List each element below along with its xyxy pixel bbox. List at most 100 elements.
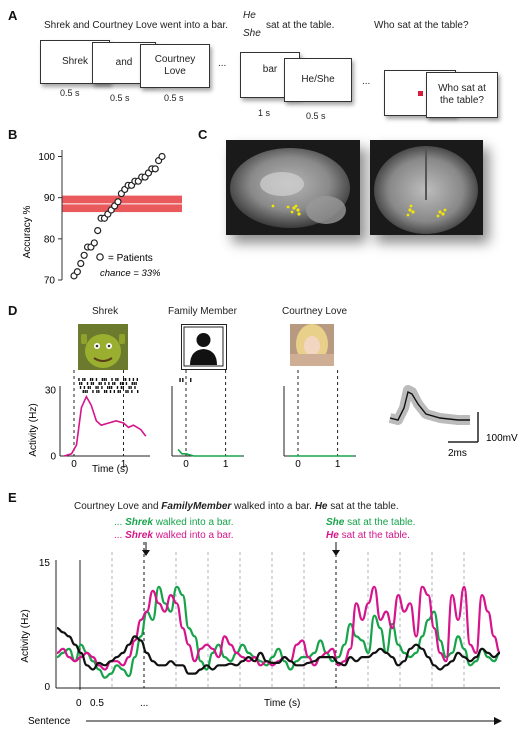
data-points (70, 152, 166, 280)
sagittal-mri-drawing (230, 148, 350, 228)
y-tick-label: 30 (45, 386, 57, 397)
y-tick-label: 0 (44, 682, 50, 693)
e-xtick-1: 0.5 (90, 698, 104, 709)
firing-rate-line (63, 394, 147, 457)
panel-letter-d: D (8, 303, 18, 318)
pronoun-he: He (243, 10, 256, 21)
firing-rate-line (177, 448, 242, 457)
data-point (77, 259, 85, 268)
population-activity-chart: 0 15 Activity (Hz) 0 0.5 ... Time (s) Sen… (20, 542, 502, 727)
header-family-member: FamilyMember (161, 501, 232, 512)
fixation-dot (417, 90, 423, 96)
data-point (114, 198, 122, 206)
family-member-image (181, 324, 227, 370)
arrow-icon (332, 550, 340, 556)
card-text: He/She (301, 74, 335, 85)
y-ticks: 70 80 90 100 (38, 152, 62, 287)
cerebellum (306, 196, 346, 224)
card-text: Courtney Love (154, 54, 196, 77)
arrow-right-icon (494, 717, 502, 725)
d-y-axis-label: Activity (Hz) (28, 403, 39, 456)
green-rest: sat at the table. (344, 517, 416, 528)
e-x-axis-label: Time (s) (264, 698, 300, 709)
green-sentence-2: She sat at the table. (326, 517, 416, 528)
duration-label: 0.5 s (60, 88, 80, 98)
arrow-icon (142, 550, 150, 556)
panel-letter-b: B (8, 127, 18, 142)
shrek-drawing (81, 334, 125, 368)
green-sentence-1: ... Shrek walked into a bar. (114, 517, 234, 528)
header-prefix: Courtney Love and (74, 501, 162, 512)
green-word: Shrek (125, 517, 153, 528)
duration-label: 0.5 s (110, 93, 130, 103)
activity-series-1 (56, 585, 501, 671)
data-point (158, 152, 166, 161)
magenta-word: Shrek (125, 530, 153, 541)
magenta-sentence-1: ... Shrek walked into a bar. (114, 530, 234, 541)
legend-label: = Patients (108, 253, 153, 264)
duration-label: 0.5 s (306, 111, 326, 121)
header-he: He (314, 501, 328, 512)
pronoun-she: She (243, 28, 261, 39)
electrode-markers (271, 204, 301, 216)
stimulus-card-courtney: Courtney Love (140, 44, 210, 88)
e-footer-label: Sentence (28, 716, 71, 727)
coronal-mri-drawing (374, 146, 478, 234)
duration-label: 0.5 s (164, 93, 184, 103)
x-tick-label: 1 (335, 459, 341, 470)
portrait-drawing (290, 324, 334, 366)
magenta-sentence-2: He sat at the table. (326, 530, 410, 541)
data-point (151, 165, 159, 173)
header-end: sat at the table. (327, 501, 399, 512)
y-axis-label: Accuracy % (22, 205, 33, 258)
accuracy-chart: 70 80 90 100 Accuracy % = Patients chance =… (22, 150, 182, 287)
legend-marker (96, 253, 104, 261)
x-tick-label: 1 (223, 459, 229, 470)
card-text: and (115, 57, 133, 68)
y-tick-label: 90 (44, 193, 56, 204)
data-point (90, 239, 98, 247)
psth-plots: 0 1 0 30 0 1 0 1 (45, 370, 356, 470)
e-xtick-0: 0 (76, 698, 82, 709)
y-tick-label: 80 (44, 234, 56, 245)
question-card: Who sat at the table? (426, 72, 498, 118)
panel-letter-a: A (8, 8, 18, 23)
unit-label-courtney: Courtney Love (282, 306, 348, 317)
scale-label-time: 2ms (448, 448, 467, 459)
panel-letter-e: E (8, 490, 17, 505)
data-point (73, 268, 81, 276)
magenta-rest: sat at the table. (338, 530, 410, 541)
coronal-mri-image (370, 140, 483, 235)
e-y-axis-label: Activity (Hz) (20, 609, 31, 662)
activity-series-0 (56, 585, 501, 679)
x-tick-label: 0 (71, 459, 77, 470)
ellipsis: ... (362, 76, 371, 87)
magenta-rest: walked into a bar. (152, 530, 234, 541)
data-point (94, 226, 102, 235)
spike-waveform (388, 385, 470, 425)
header-middle: walked into a bar. (231, 501, 315, 512)
e-series (56, 585, 501, 679)
green-rest: walked into a bar. (152, 517, 234, 528)
green-word: She (326, 517, 345, 528)
x-tick-label: 0 (295, 459, 301, 470)
sagittal-mri-image (226, 140, 360, 235)
y-tick-label: 70 (44, 276, 56, 287)
silhouette-icon (183, 326, 224, 367)
y-tick-label: 15 (39, 558, 51, 569)
card-text: bar (262, 64, 278, 75)
y-tick-label: 100 (38, 152, 55, 163)
panel-letter-c: C (198, 127, 208, 142)
x-tick-label: 1 (121, 459, 127, 470)
sentence-2: sat at the table. (266, 20, 335, 31)
brain-region (260, 172, 304, 196)
data-point (80, 251, 88, 259)
ellipsis: ... (218, 58, 227, 69)
sentence-header: Courtney Love and FamilyMember walked in… (74, 501, 399, 512)
question-text: Who sat at the table? (374, 20, 469, 31)
stimulus-card-pronoun: He/She (284, 58, 352, 102)
card-text: Who sat at the table? (438, 83, 486, 106)
card-text: Shrek (61, 56, 89, 67)
psth-charts: 0 1 0 30 0 1 0 1 Activity (Hz) Time (s) 100mV 2… (28, 370, 518, 475)
e-xtick-2: ... (140, 698, 148, 709)
